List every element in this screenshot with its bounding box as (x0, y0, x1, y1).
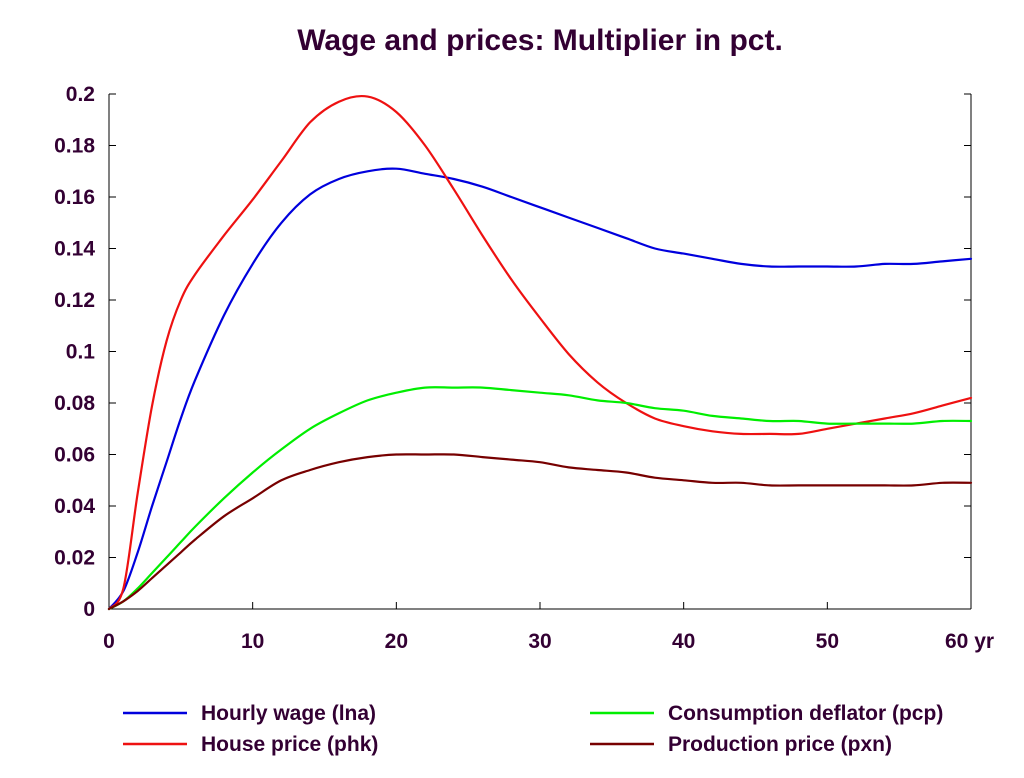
legend-label: Hourly wage (lna) (201, 702, 376, 725)
legend-label: Production price (pxn) (668, 733, 892, 756)
x-axis-ticks: 0 10 20 30 40 50 60 yr (103, 602, 994, 653)
x-tick-label: 50 (816, 630, 839, 653)
y-axis-ticks: 0 0.02 0.04 0.06 0.08 0.1 0.12 0.14 0.16 0.18 0.2 (54, 83, 971, 621)
series-line-3 (107, 453, 973, 611)
y-tick-label: 0.04 (54, 495, 95, 518)
y-tick-label: 0.08 (54, 392, 95, 415)
plot-axes (108, 94, 972, 610)
y-tick-label: 0.14 (54, 238, 95, 261)
series-line-0 (107, 167, 973, 611)
series-line-1 (107, 94, 973, 611)
y-tick-label: 0.2 (66, 83, 95, 106)
legend: Hourly wage (lna) House price (phk) Consum… (123, 702, 943, 756)
x-tick-label: 30 (528, 630, 551, 653)
y-tick-label: 0.12 (54, 289, 95, 312)
x-tick-label: 40 (672, 630, 695, 653)
y-tick-label: 0.02 (54, 547, 95, 570)
x-tick-label: 20 (385, 630, 408, 653)
x-tick-label: 60 yr (945, 630, 994, 653)
y-tick-label: 0.1 (66, 341, 96, 364)
x-tick-label: 0 (103, 630, 115, 653)
y-tick-label: 0.18 (54, 135, 95, 158)
y-tick-label: 0.06 (54, 444, 95, 467)
y-tick-label: 0 (83, 598, 95, 621)
x-tick-label: 10 (241, 630, 264, 653)
legend-label: House price (phk) (201, 733, 378, 756)
chart-title: Wage and prices: Multiplier in pct. (297, 24, 783, 57)
legend-label: Consumption deflator (pcp) (668, 702, 943, 725)
series-line-2 (107, 386, 973, 611)
series-lines (107, 94, 973, 611)
y-tick-label: 0.16 (54, 186, 95, 209)
